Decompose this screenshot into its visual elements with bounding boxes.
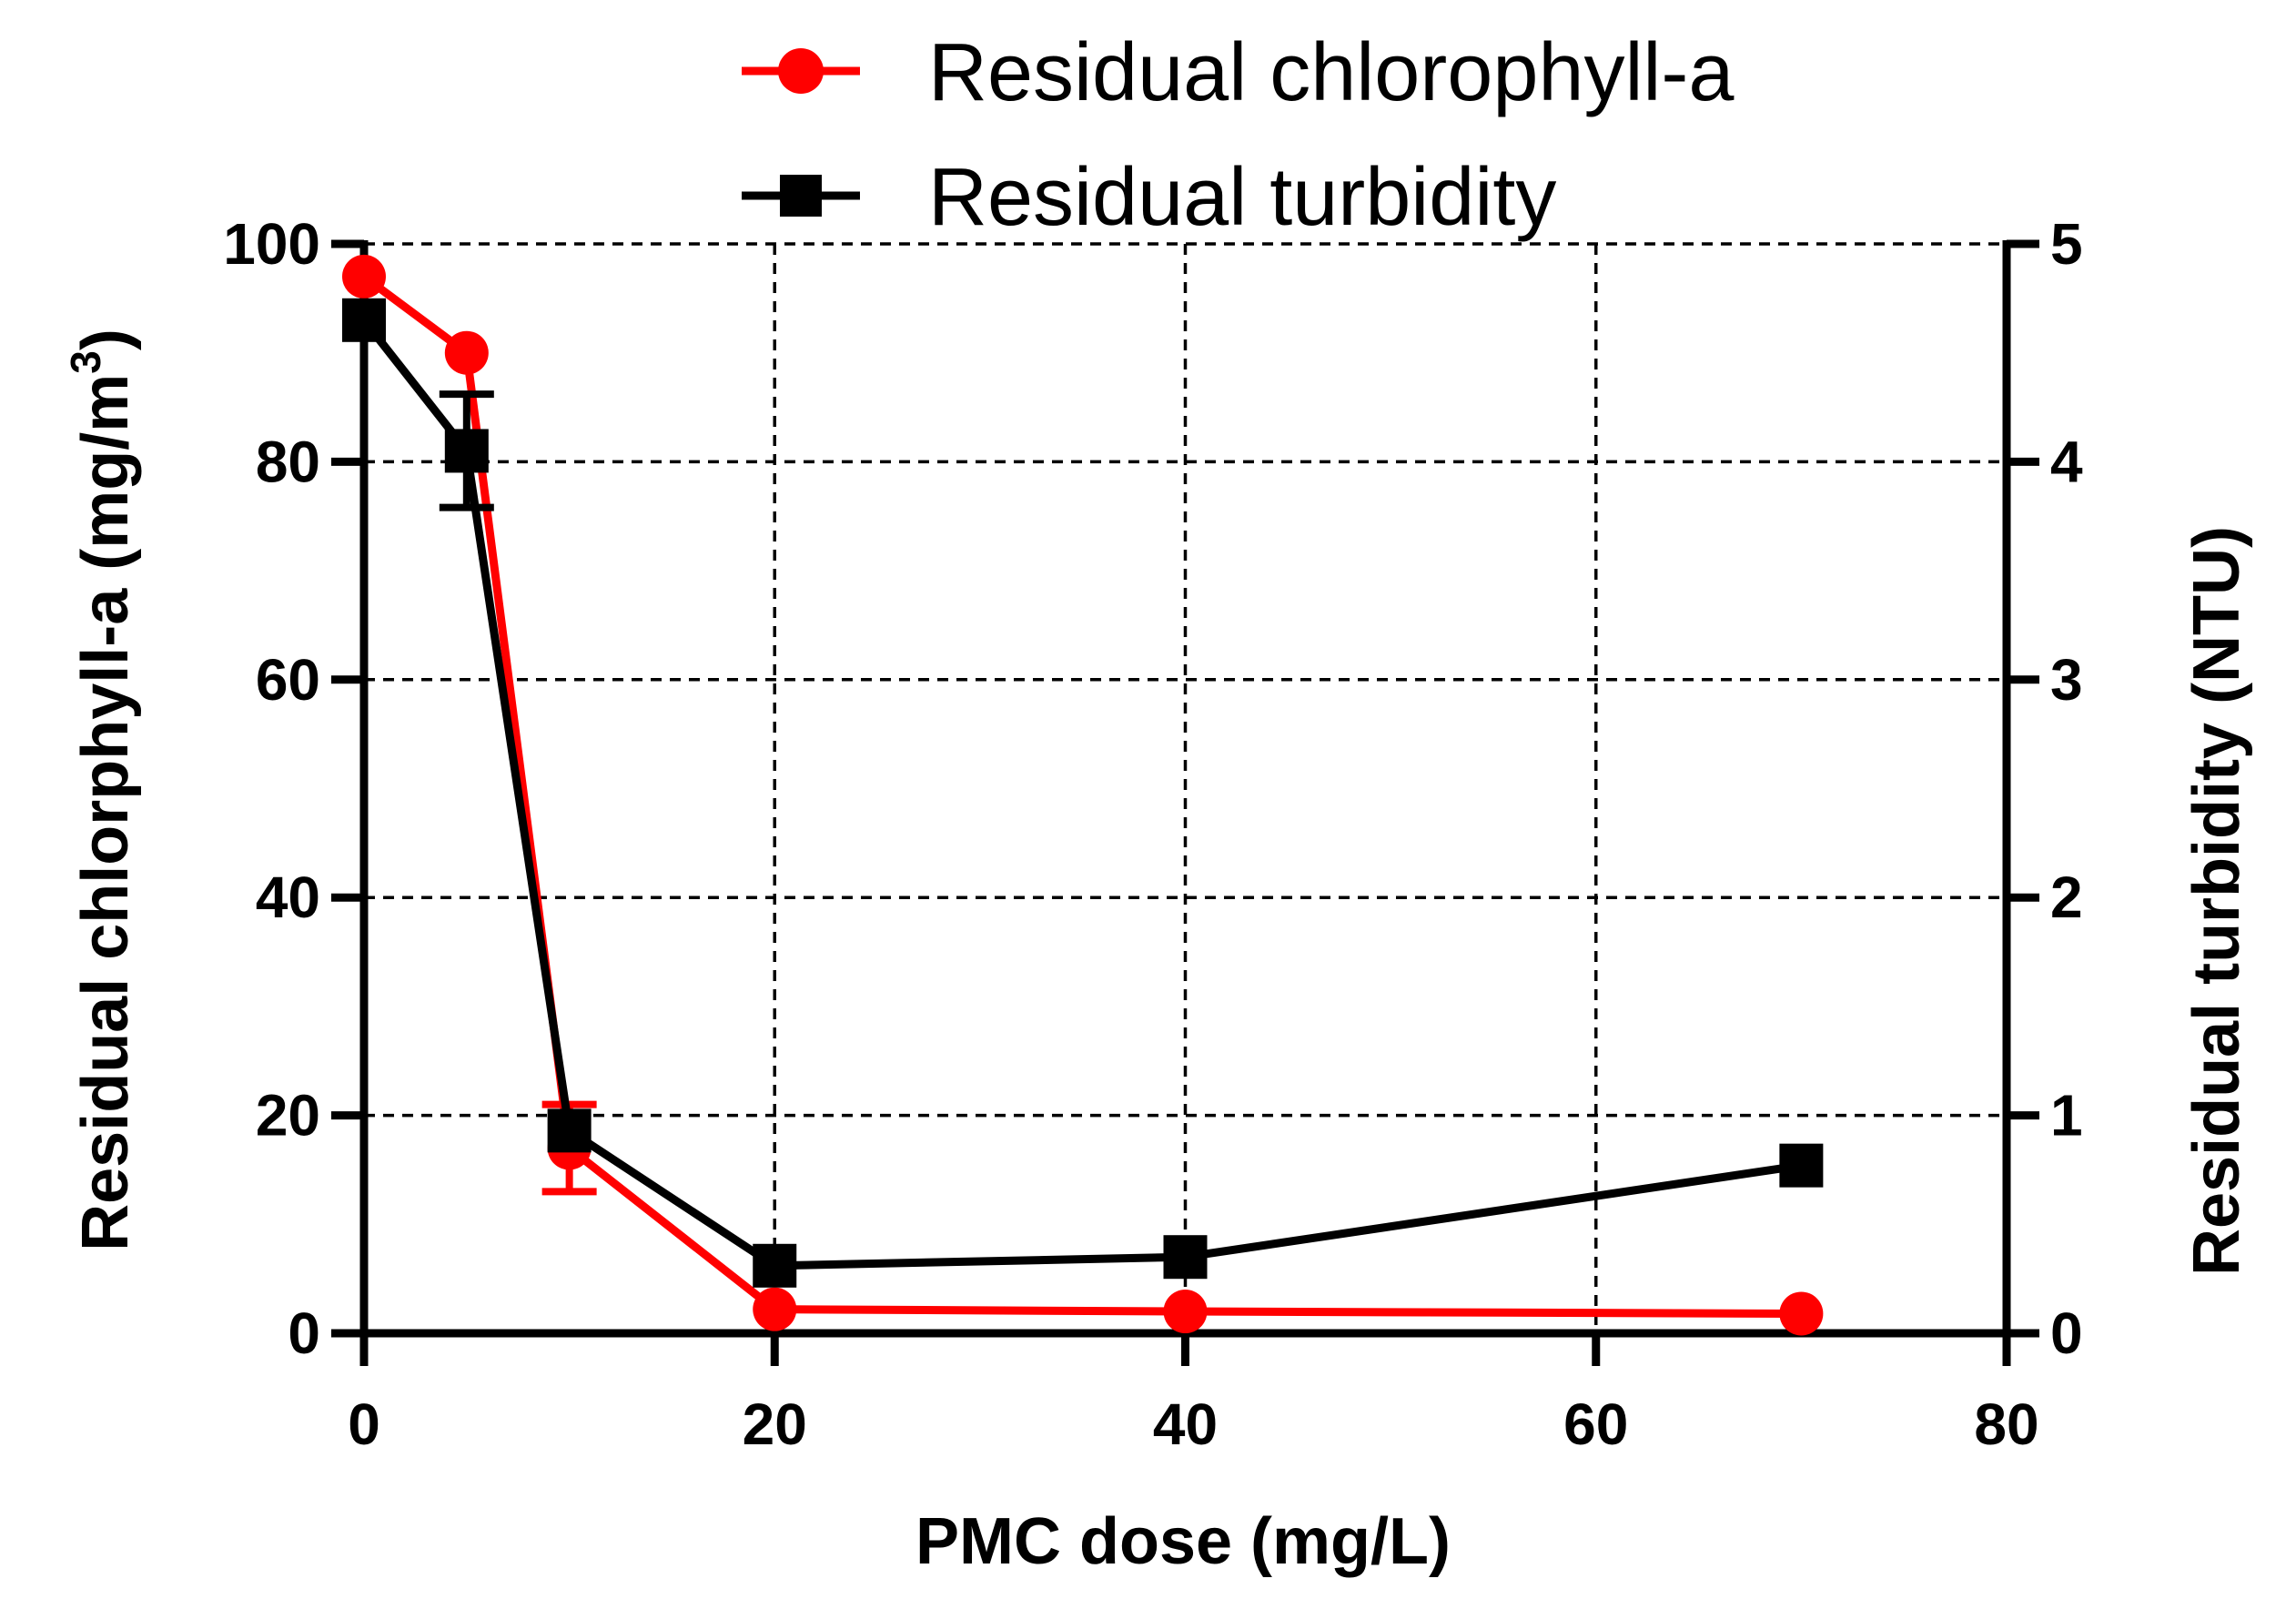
point-turbidity-0 — [342, 298, 386, 342]
x-tick-label-80: 80 — [1974, 1391, 2038, 1457]
x-axis-title: PMC dose (mg/L) — [915, 1505, 1451, 1578]
point-chlorophyll-5 — [1779, 1291, 1824, 1336]
y-axis-right-title: Residual turbidity (NTU) — [2180, 526, 2253, 1276]
point-turbidity-4 — [1163, 1235, 1208, 1280]
point-chlorophyll-3 — [753, 1287, 797, 1331]
y-left-tick-label-0: 0 — [288, 1300, 320, 1366]
y-axis-left-title-superscript: 3 — [62, 350, 109, 374]
point-turbidity-5 — [1779, 1143, 1824, 1188]
y-left-tick-label-80: 80 — [256, 429, 320, 494]
legend: Residual chlorophyll-a Residual turbidit… — [742, 27, 1735, 243]
y-right-tick-label-2: 2 — [2050, 865, 2083, 930]
grid — [364, 242, 2007, 1333]
point-turbidity-3 — [753, 1243, 797, 1288]
y-right-tick-label-3: 3 — [2050, 647, 2083, 713]
y-left-tick-label-40: 40 — [256, 865, 320, 930]
y-axis-left-title: Residual chlorphyll-a (mg/m3) — [62, 329, 142, 1251]
legend-marker-turbidity — [780, 175, 822, 217]
point-turbidity-1 — [444, 429, 489, 473]
series — [342, 254, 1824, 1336]
legend-label-turbidity: Residual turbidity — [928, 152, 1556, 243]
x-tick-label-0: 0 — [348, 1391, 380, 1457]
y-left-tick-label-100: 100 — [223, 211, 320, 277]
y-right-tick-label-4: 4 — [2050, 429, 2083, 494]
y-left-tick-label-60: 60 — [256, 647, 320, 713]
y-axis-left-title-suffix: ) — [69, 329, 142, 350]
y-right-tick-label-0: 0 — [2050, 1300, 2083, 1366]
x-tick-label-40: 40 — [1153, 1391, 1218, 1457]
point-turbidity-2 — [547, 1108, 592, 1153]
series-turbidity — [342, 298, 1824, 1288]
point-chlorophyll-0 — [342, 254, 386, 299]
legend-label-chlorophyll: Residual chlorophyll-a — [928, 27, 1735, 118]
y-right-tick-label-5: 5 — [2050, 211, 2083, 277]
y-axis-left-title-main: Residual chlorphyll-a (mg/m — [69, 374, 142, 1251]
legend-marker-chlorophyll — [778, 48, 824, 94]
series-chlorophyll — [342, 254, 1824, 1336]
x-tick-label-60: 60 — [1563, 1391, 1628, 1457]
x-tick-label-20: 20 — [743, 1391, 807, 1457]
y-right-tick-label-1: 1 — [2050, 1083, 2083, 1149]
point-chlorophyll-4 — [1163, 1290, 1208, 1334]
y-left-tick-label-20: 20 — [256, 1083, 320, 1149]
point-chlorophyll-1 — [444, 330, 489, 375]
